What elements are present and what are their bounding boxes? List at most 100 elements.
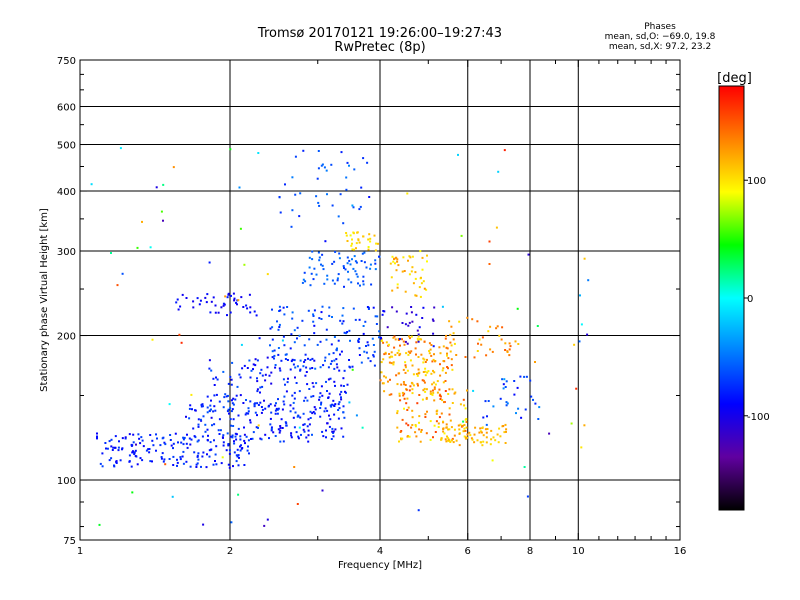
data-point (327, 366, 330, 369)
data-point (245, 304, 248, 307)
data-point (254, 358, 257, 361)
phase-stats-block: Phases mean, sd,O: −69.0, 19.8 mean, sd,… (600, 22, 720, 52)
data-point (312, 411, 315, 413)
data-point (323, 282, 326, 285)
data-point (425, 288, 428, 291)
data-point (256, 390, 259, 393)
data-point (128, 454, 131, 457)
data-point (206, 428, 209, 431)
data-point (230, 294, 232, 297)
data-point (212, 377, 215, 380)
data-point (253, 310, 256, 313)
data-point (438, 394, 441, 397)
data-point (312, 315, 315, 317)
axis-ticks: 1 2 4 6 8 10 16 75 100 200 300 400 500 600 750 (57, 56, 686, 557)
data-point (318, 204, 321, 207)
data-point (390, 355, 392, 358)
data-point (243, 433, 246, 436)
data-point (367, 238, 370, 241)
data-point (354, 318, 357, 321)
data-point (520, 416, 523, 419)
data-point (404, 384, 407, 386)
data-point (446, 435, 448, 438)
data-point (354, 270, 357, 273)
data-point (201, 455, 204, 458)
data-point (462, 398, 465, 401)
data-point (340, 350, 343, 353)
data-point (236, 385, 239, 388)
data-point (152, 444, 155, 447)
data-point (242, 402, 245, 404)
data-point (450, 344, 453, 347)
data-point (229, 407, 232, 410)
data-point (326, 278, 329, 281)
data-point (418, 371, 421, 374)
data-point (259, 437, 262, 440)
data-point (119, 147, 122, 150)
data-point (285, 422, 288, 425)
data-point (311, 412, 314, 415)
data-point (270, 382, 273, 385)
data-point (279, 429, 282, 432)
data-point (222, 406, 225, 409)
data-point (231, 402, 234, 405)
data-point (139, 457, 142, 460)
data-point (438, 388, 441, 391)
phase-header: Phases (644, 22, 676, 32)
data-point (263, 399, 265, 402)
data-point (210, 416, 213, 419)
data-point (289, 347, 292, 350)
data-point (489, 325, 492, 328)
data-point (391, 306, 394, 309)
data-point (271, 308, 273, 311)
data-point (297, 435, 300, 438)
data-point (457, 153, 459, 156)
data-point (466, 433, 469, 436)
data-point (189, 404, 192, 407)
data-point (355, 273, 358, 276)
data-point (185, 442, 188, 445)
data-point (407, 350, 410, 353)
data-point (333, 336, 336, 338)
data-point (460, 234, 463, 237)
data-point (132, 441, 135, 444)
data-point (457, 424, 460, 427)
data-point (388, 393, 391, 396)
data-point (450, 358, 453, 361)
data-point (278, 326, 281, 328)
data-point (440, 395, 442, 398)
data-point (369, 237, 372, 240)
data-point (367, 344, 370, 347)
data-point (257, 152, 260, 154)
data-point (410, 311, 413, 314)
data-point (427, 370, 430, 373)
data-point (328, 392, 331, 395)
data-point (182, 443, 185, 446)
data-point (373, 234, 376, 237)
data-point (429, 390, 432, 393)
data-point (328, 353, 331, 356)
data-point (402, 381, 405, 383)
data-point (468, 431, 471, 434)
data-point (190, 438, 193, 441)
data-point (477, 342, 479, 345)
data-point (404, 364, 407, 367)
data-point (338, 257, 341, 260)
data-point (378, 255, 380, 258)
data-point (432, 369, 434, 372)
data-point (433, 424, 436, 427)
data-point (503, 378, 506, 381)
data-point (179, 458, 182, 461)
data-point (275, 402, 277, 405)
data-point (351, 258, 353, 261)
data-point (141, 439, 144, 442)
data-point (110, 457, 113, 460)
data-point (414, 424, 417, 426)
data-point (380, 339, 383, 342)
data-point (464, 407, 467, 410)
data-point (285, 424, 288, 427)
data-point (193, 435, 196, 438)
data-point (397, 372, 400, 375)
data-point (197, 423, 200, 426)
data-point (186, 446, 189, 449)
